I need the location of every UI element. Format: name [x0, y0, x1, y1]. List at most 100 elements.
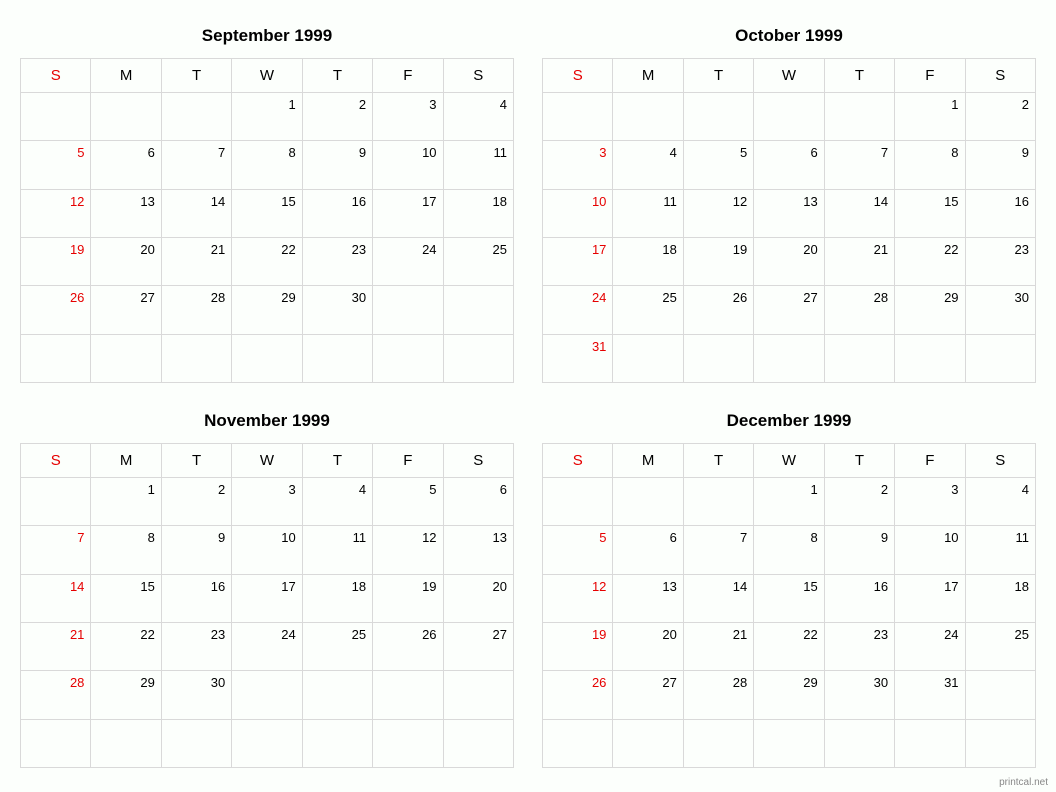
day-cell: 4 [443, 93, 513, 141]
day-cell: 8 [895, 141, 965, 189]
day-header-thu: T [302, 59, 372, 93]
day-cell: 27 [613, 671, 683, 719]
day-cell [232, 671, 302, 719]
day-cell: 18 [965, 574, 1035, 622]
day-cell [683, 93, 753, 141]
month-title: September 1999 [20, 18, 514, 58]
day-cell: 26 [373, 622, 443, 670]
day-cell: 14 [161, 189, 231, 237]
day-cell: 21 [824, 237, 894, 285]
day-cell: 22 [232, 237, 302, 285]
day-cell: 10 [895, 526, 965, 574]
calendar-grid: September 1999 S M T W T F S 12345678910… [0, 0, 1056, 792]
day-cell: 12 [373, 526, 443, 574]
calendar-table: S M T W T F S 12345678910111213141516171… [542, 443, 1036, 768]
day-cell: 21 [161, 237, 231, 285]
day-cell [91, 93, 161, 141]
day-header-sun: S [21, 444, 91, 478]
day-cell: 6 [443, 478, 513, 526]
day-cell [161, 334, 231, 382]
day-cell: 5 [683, 141, 753, 189]
day-cell: 7 [21, 526, 91, 574]
day-cell [895, 334, 965, 382]
day-cell: 6 [91, 141, 161, 189]
day-cell: 18 [443, 189, 513, 237]
day-header-sat: S [443, 59, 513, 93]
day-cell [21, 334, 91, 382]
day-cell [373, 334, 443, 382]
day-cell [91, 334, 161, 382]
day-cell: 13 [754, 189, 824, 237]
day-cell: 23 [965, 237, 1035, 285]
day-cell: 5 [543, 526, 613, 574]
day-cell [824, 93, 894, 141]
day-cell: 12 [683, 189, 753, 237]
day-cell [161, 93, 231, 141]
day-cell: 4 [965, 478, 1035, 526]
day-cell: 30 [965, 286, 1035, 334]
calendar-table: S M T W T F S 12345678910111213141516171… [542, 58, 1036, 383]
day-cell: 30 [161, 671, 231, 719]
day-cell: 25 [965, 622, 1035, 670]
day-cell: 9 [965, 141, 1035, 189]
day-cell: 2 [965, 93, 1035, 141]
day-cell [21, 478, 91, 526]
day-cell: 3 [373, 93, 443, 141]
day-cell: 11 [965, 526, 1035, 574]
day-cell: 10 [373, 141, 443, 189]
month-block-november: November 1999 S M T W T F S 123456789101… [20, 403, 514, 768]
month-title: October 1999 [542, 18, 1036, 58]
day-header-mon: M [613, 59, 683, 93]
day-cell: 17 [373, 189, 443, 237]
day-header-sun: S [21, 59, 91, 93]
day-header-thu: T [302, 444, 372, 478]
day-cell [683, 478, 753, 526]
day-cell: 16 [965, 189, 1035, 237]
day-cell [613, 478, 683, 526]
month-title: December 1999 [542, 403, 1036, 443]
day-cell: 15 [232, 189, 302, 237]
day-header-tue: T [161, 59, 231, 93]
day-cell [965, 719, 1035, 767]
day-cell: 23 [302, 237, 372, 285]
day-cell [824, 719, 894, 767]
day-cell [754, 719, 824, 767]
calendar-body: 1234567891011121314151617181920212223242… [21, 478, 514, 768]
day-cell: 29 [754, 671, 824, 719]
day-cell: 17 [895, 574, 965, 622]
day-header-mon: M [613, 444, 683, 478]
day-cell: 28 [161, 286, 231, 334]
day-header-fri: F [895, 444, 965, 478]
day-cell [683, 334, 753, 382]
day-cell: 11 [443, 141, 513, 189]
day-header-sat: S [443, 444, 513, 478]
day-cell [302, 334, 372, 382]
day-cell: 15 [895, 189, 965, 237]
day-cell: 7 [161, 141, 231, 189]
day-cell: 11 [302, 526, 372, 574]
day-cell: 19 [683, 237, 753, 285]
day-cell [965, 334, 1035, 382]
day-cell: 3 [232, 478, 302, 526]
day-cell: 8 [754, 526, 824, 574]
day-cell: 24 [895, 622, 965, 670]
day-cell: 21 [683, 622, 753, 670]
day-cell: 18 [613, 237, 683, 285]
day-header-tue: T [683, 444, 753, 478]
day-cell: 22 [91, 622, 161, 670]
day-cell: 19 [373, 574, 443, 622]
day-cell: 9 [161, 526, 231, 574]
day-header-sat: S [965, 444, 1035, 478]
day-cell: 22 [895, 237, 965, 285]
calendar-body: 1234567891011121314151617181920212223242… [543, 93, 1036, 383]
day-cell: 1 [91, 478, 161, 526]
footer-text: printcal.net [999, 777, 1048, 788]
month-block-december: December 1999 S M T W T F S 123456789101… [542, 403, 1036, 768]
day-cell: 14 [824, 189, 894, 237]
day-cell: 26 [543, 671, 613, 719]
day-header-wed: W [232, 59, 302, 93]
day-cell: 10 [232, 526, 302, 574]
day-header-fri: F [895, 59, 965, 93]
month-title: November 1999 [20, 403, 514, 443]
day-cell: 23 [161, 622, 231, 670]
